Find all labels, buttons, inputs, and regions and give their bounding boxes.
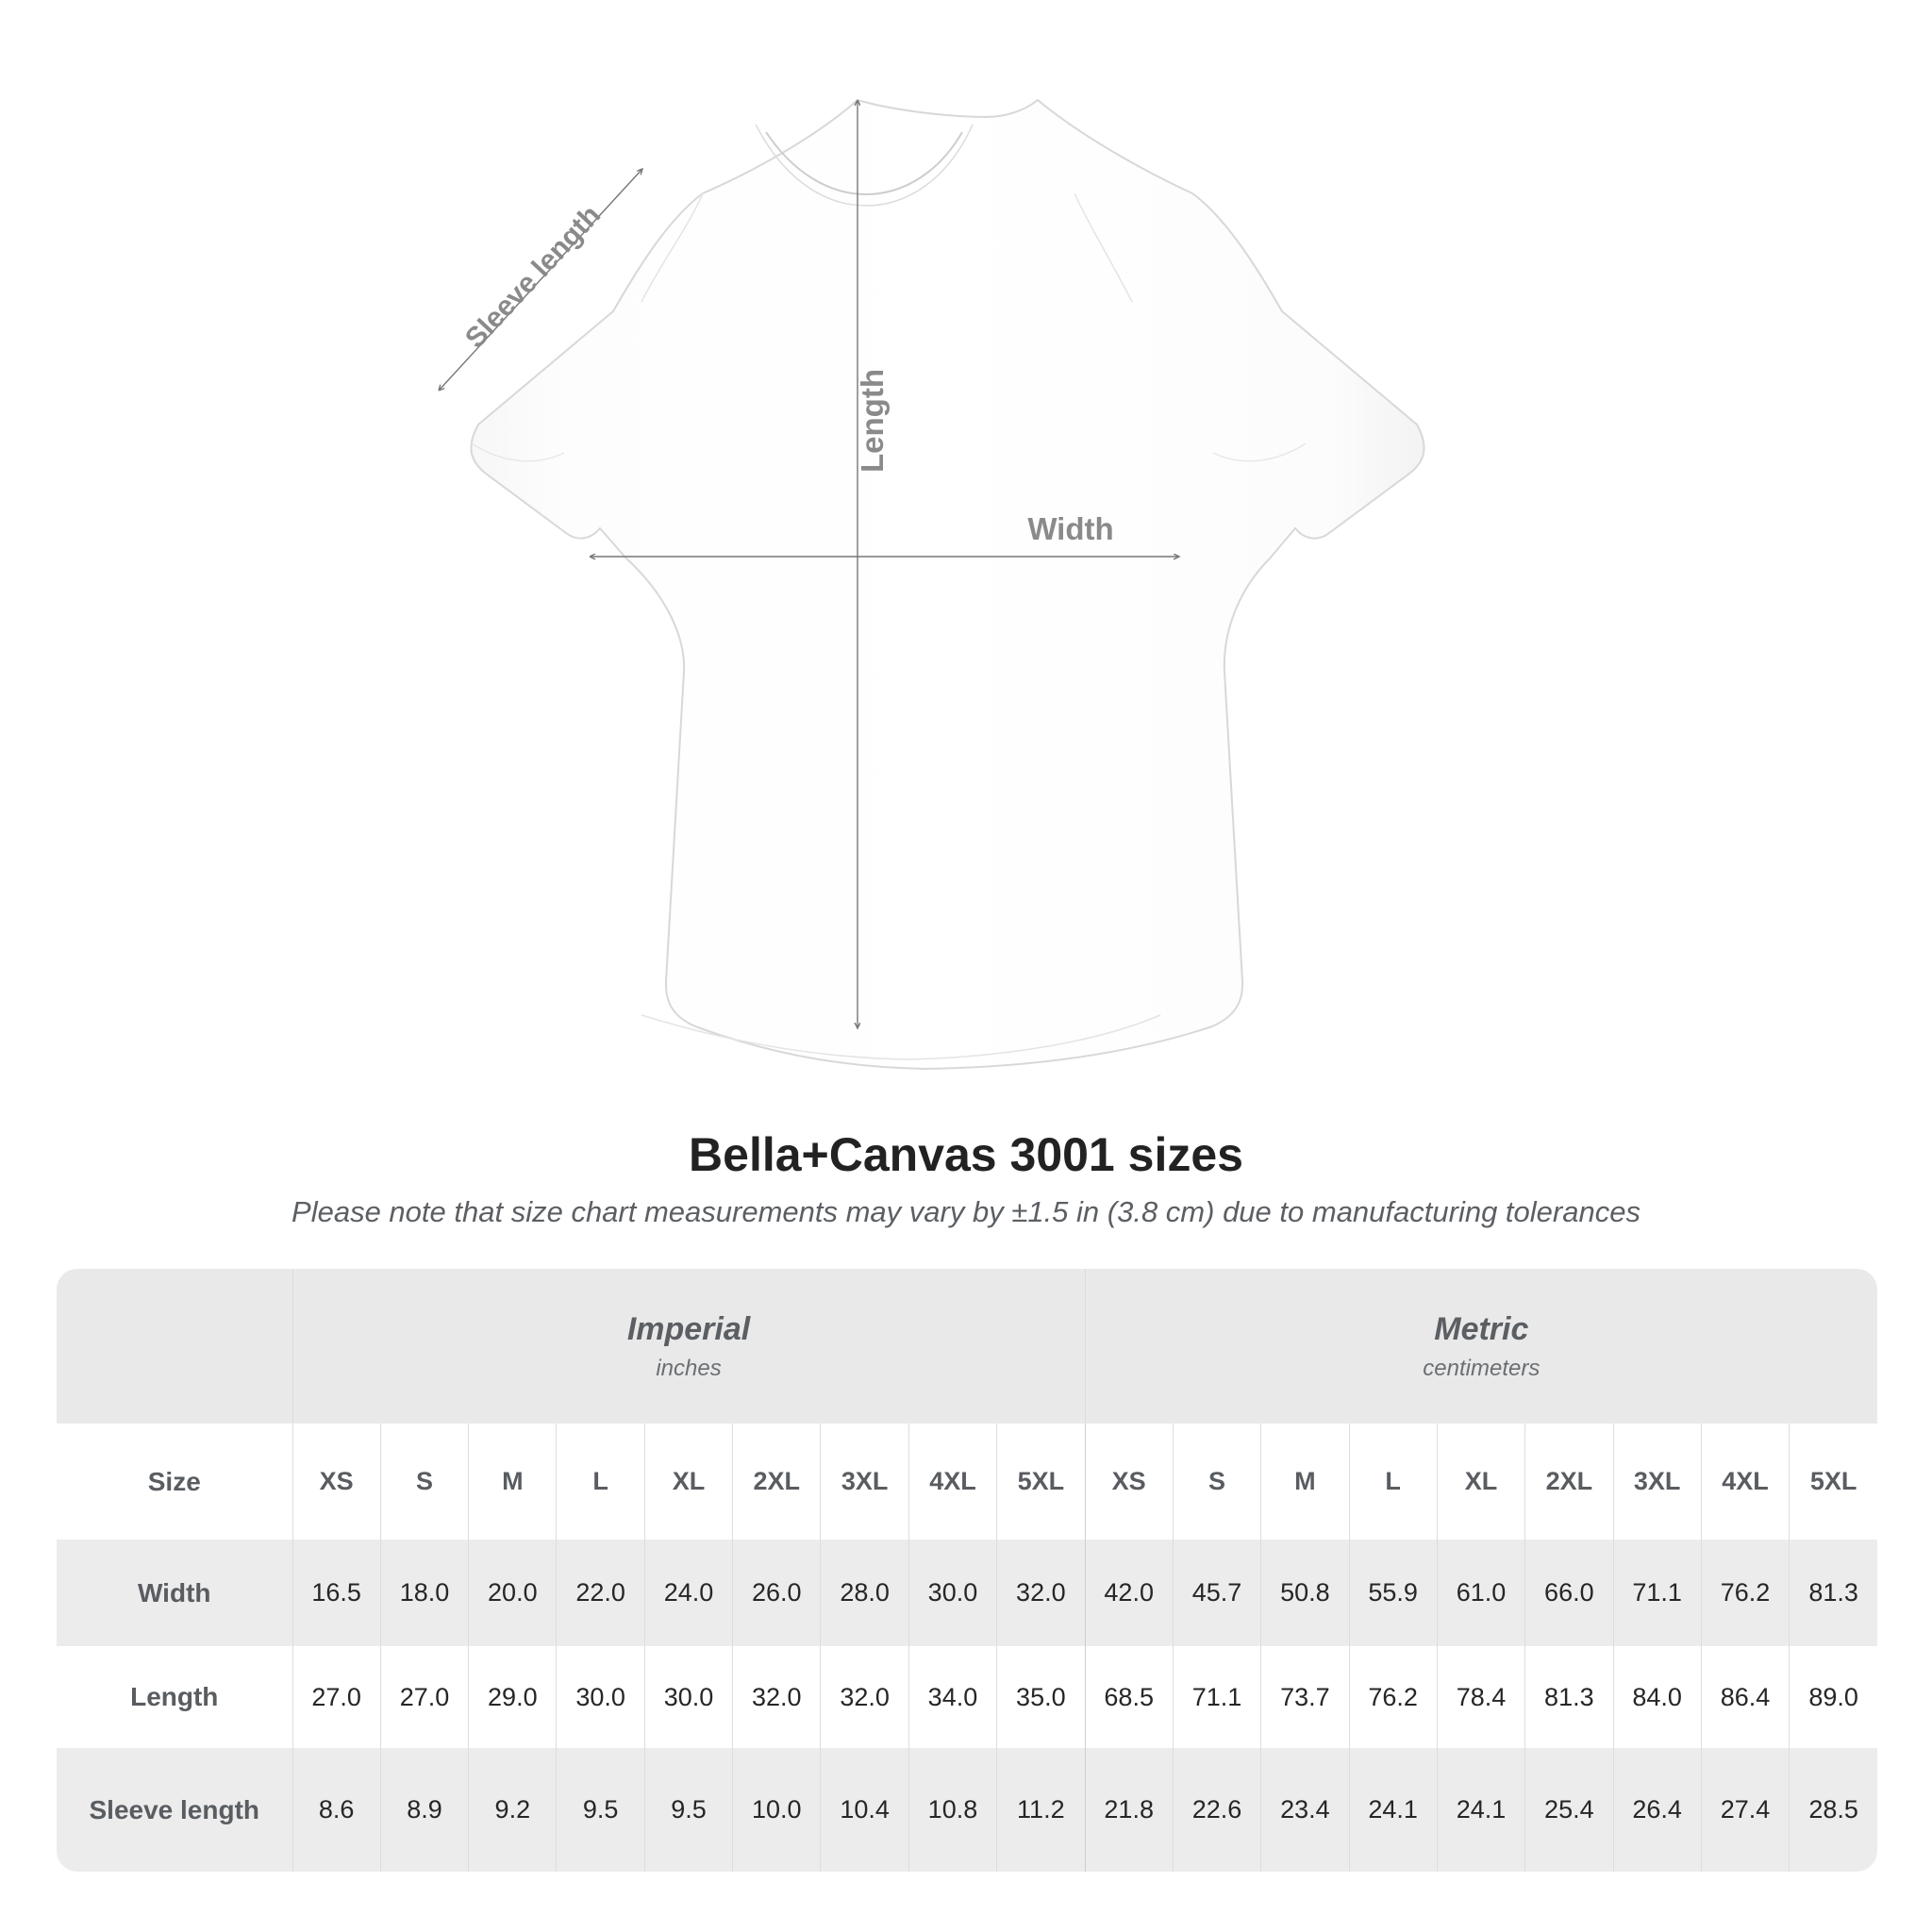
svg-text:Sleeve length: Sleeve length <box>459 200 607 355</box>
svg-text:Length: Length <box>855 369 890 473</box>
svg-text:Width: Width <box>1027 511 1113 546</box>
